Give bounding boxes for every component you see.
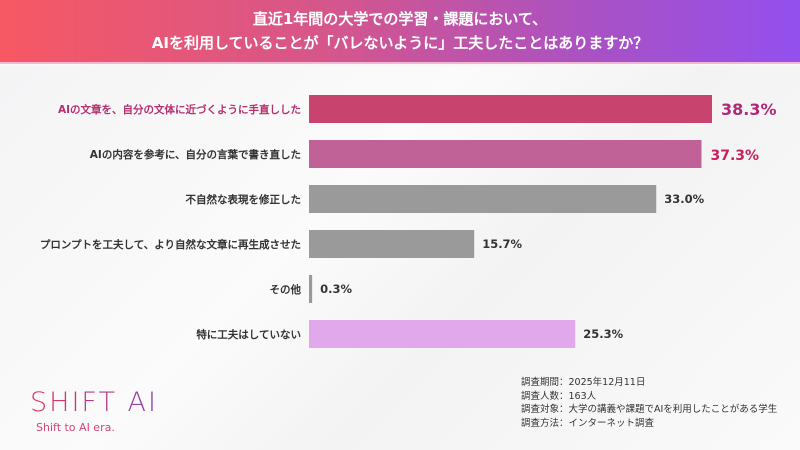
bar — [309, 140, 702, 168]
title-banner: 直近1年間の大学での学習・課題において、 AIを利用していることが「バレないよう… — [0, 0, 800, 64]
bar — [309, 320, 576, 348]
survey-period: 調査期間：2025年12月11日 — [521, 377, 646, 388]
category-label: その他 — [270, 283, 302, 296]
category-label: AIの内容を参考に、自分の言葉で書き直した — [90, 148, 301, 161]
value-label: 33.0% — [664, 192, 704, 206]
bar — [309, 95, 712, 123]
value-label: 0.3% — [320, 282, 352, 296]
survey-target: 調査対象：大学の講義や課題でAIを利用したことがある学生 — [521, 404, 778, 415]
survey-count: 調査人数：163人 — [521, 390, 597, 402]
chart-title-line2: AIを利用していることが「バレないように」工夫したことはありますか？ — [151, 34, 649, 52]
category-label: AIの文章を、自分の文体に近づくように手直しした — [58, 103, 301, 116]
category-label: プロンプトを工夫して、より自然な文章に再生成させた — [40, 238, 301, 251]
survey-notes: 調査期間：2025年12月11日 調査人数：163人 調査対象：大学の講義や課題… — [521, 376, 777, 430]
bar-chart: AIの文章を、自分の文体に近づくように手直しした 38.3% AIの内容を参考に、自… — [40, 95, 777, 348]
value-label: 15.7% — [482, 237, 522, 251]
value-label: 25.3% — [583, 327, 623, 341]
bar — [309, 230, 475, 258]
logo-tagline: Shift to AI era. — [36, 421, 115, 434]
survey-method: 調査方法：インターネット調査 — [521, 417, 655, 429]
category-label: 特に工夫はしていない — [196, 328, 301, 341]
bar — [309, 275, 313, 303]
value-label: 38.3% — [721, 100, 777, 119]
chart-title-line1: 直近1年間の大学での学習・課題において、 — [252, 10, 548, 28]
shift-ai-logo: SHIFT AI Shift to AI era. — [30, 387, 158, 435]
value-label: 37.3% — [710, 148, 759, 164]
category-label: 不自然な表現を修正した — [186, 193, 302, 206]
bar — [309, 185, 657, 213]
logo-wordmark: SHIFT AI — [30, 387, 158, 418]
